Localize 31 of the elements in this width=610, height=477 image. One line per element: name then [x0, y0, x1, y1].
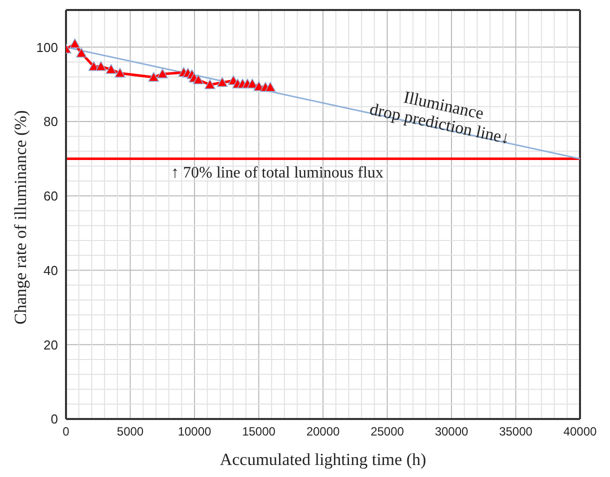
point	[216, 77, 228, 87]
point	[106, 64, 117, 74]
x-tick-label: 5000	[116, 424, 144, 439]
x-axis-title: Accumulated lighting time (h)	[220, 450, 426, 469]
y-axis-title: Change rate of illuminance (%)	[11, 110, 30, 324]
point	[96, 61, 106, 71]
x-tick-label: 30000	[434, 424, 469, 439]
point	[204, 79, 216, 90]
ref-line-label: ↑ 70% line of total luminous flux	[171, 164, 384, 182]
point	[76, 48, 87, 58]
point	[192, 74, 204, 84]
y-tick-label: 60	[44, 188, 58, 204]
x-tick-label: 35000	[499, 424, 533, 439]
y-tick-label: 0	[50, 412, 58, 427]
x-tick-label: 0	[62, 424, 70, 439]
point	[114, 68, 126, 78]
point	[148, 72, 160, 82]
y-tick-label: 40	[44, 262, 58, 278]
y-tick-label: 100	[36, 40, 58, 55]
annotation: Illuminance drop prediction line↓	[368, 88, 512, 148]
x-tick-label: 25000	[370, 424, 404, 439]
point	[157, 68, 168, 78]
point	[246, 78, 258, 88]
point	[264, 82, 276, 92]
x-tick-label: 40000	[563, 424, 598, 439]
x-tick-label: 20000	[306, 424, 340, 439]
x-tick-label: 10000	[178, 424, 212, 439]
x-tick-label: 15000	[242, 424, 276, 439]
point	[69, 38, 80, 48]
y-tick-label: 80	[44, 114, 58, 130]
y-tick-label: 20	[44, 337, 58, 352]
